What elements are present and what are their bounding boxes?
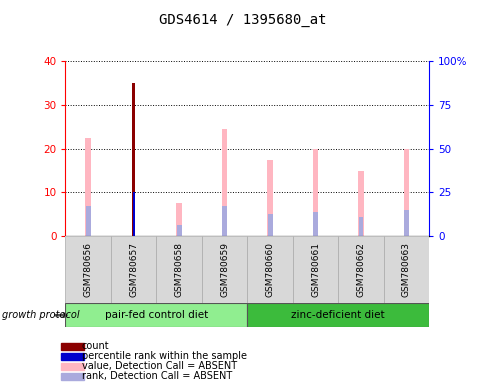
Text: zinc-deficient diet: zinc-deficient diet — [291, 310, 384, 320]
Bar — [61, 353, 84, 360]
Text: GSM780658: GSM780658 — [174, 242, 183, 297]
Bar — [61, 373, 84, 380]
Text: value, Detection Call = ABSENT: value, Detection Call = ABSENT — [82, 361, 237, 371]
Text: GSM780662: GSM780662 — [356, 242, 365, 297]
Bar — [86, 205, 91, 236]
Text: growth protocol: growth protocol — [2, 310, 80, 320]
Text: count: count — [82, 341, 109, 351]
Bar — [61, 343, 84, 350]
Bar — [111, 236, 156, 303]
Bar — [61, 363, 84, 370]
Bar — [358, 170, 363, 236]
Bar — [221, 129, 227, 236]
Bar — [313, 212, 318, 236]
Bar — [292, 236, 338, 303]
Text: GSM780659: GSM780659 — [220, 242, 228, 297]
Bar — [247, 236, 292, 303]
Bar — [383, 236, 428, 303]
Text: GSM780657: GSM780657 — [129, 242, 138, 297]
Bar — [201, 236, 247, 303]
Bar — [85, 138, 91, 236]
Bar — [176, 225, 181, 236]
Bar — [403, 210, 408, 236]
Text: rank, Detection Call = ABSENT: rank, Detection Call = ABSENT — [82, 371, 232, 381]
Bar — [65, 303, 247, 327]
Text: GSM780660: GSM780660 — [265, 242, 274, 297]
Text: GDS4614 / 1395680_at: GDS4614 / 1395680_at — [158, 13, 326, 27]
Bar — [312, 149, 318, 236]
Bar — [338, 236, 383, 303]
Bar — [247, 303, 428, 327]
Bar — [65, 236, 111, 303]
Bar — [358, 217, 363, 236]
Bar — [156, 236, 201, 303]
Bar — [403, 149, 408, 236]
Text: GSM780661: GSM780661 — [310, 242, 319, 297]
Text: pair-fed control diet: pair-fed control diet — [105, 310, 208, 320]
Text: percentile rank within the sample: percentile rank within the sample — [82, 351, 246, 361]
Bar — [222, 205, 227, 236]
Bar — [132, 83, 135, 236]
Bar — [267, 214, 272, 236]
Bar — [176, 204, 182, 236]
Text: GSM780663: GSM780663 — [401, 242, 410, 297]
Bar — [132, 192, 135, 236]
Text: GSM780656: GSM780656 — [84, 242, 92, 297]
Bar — [267, 160, 272, 236]
